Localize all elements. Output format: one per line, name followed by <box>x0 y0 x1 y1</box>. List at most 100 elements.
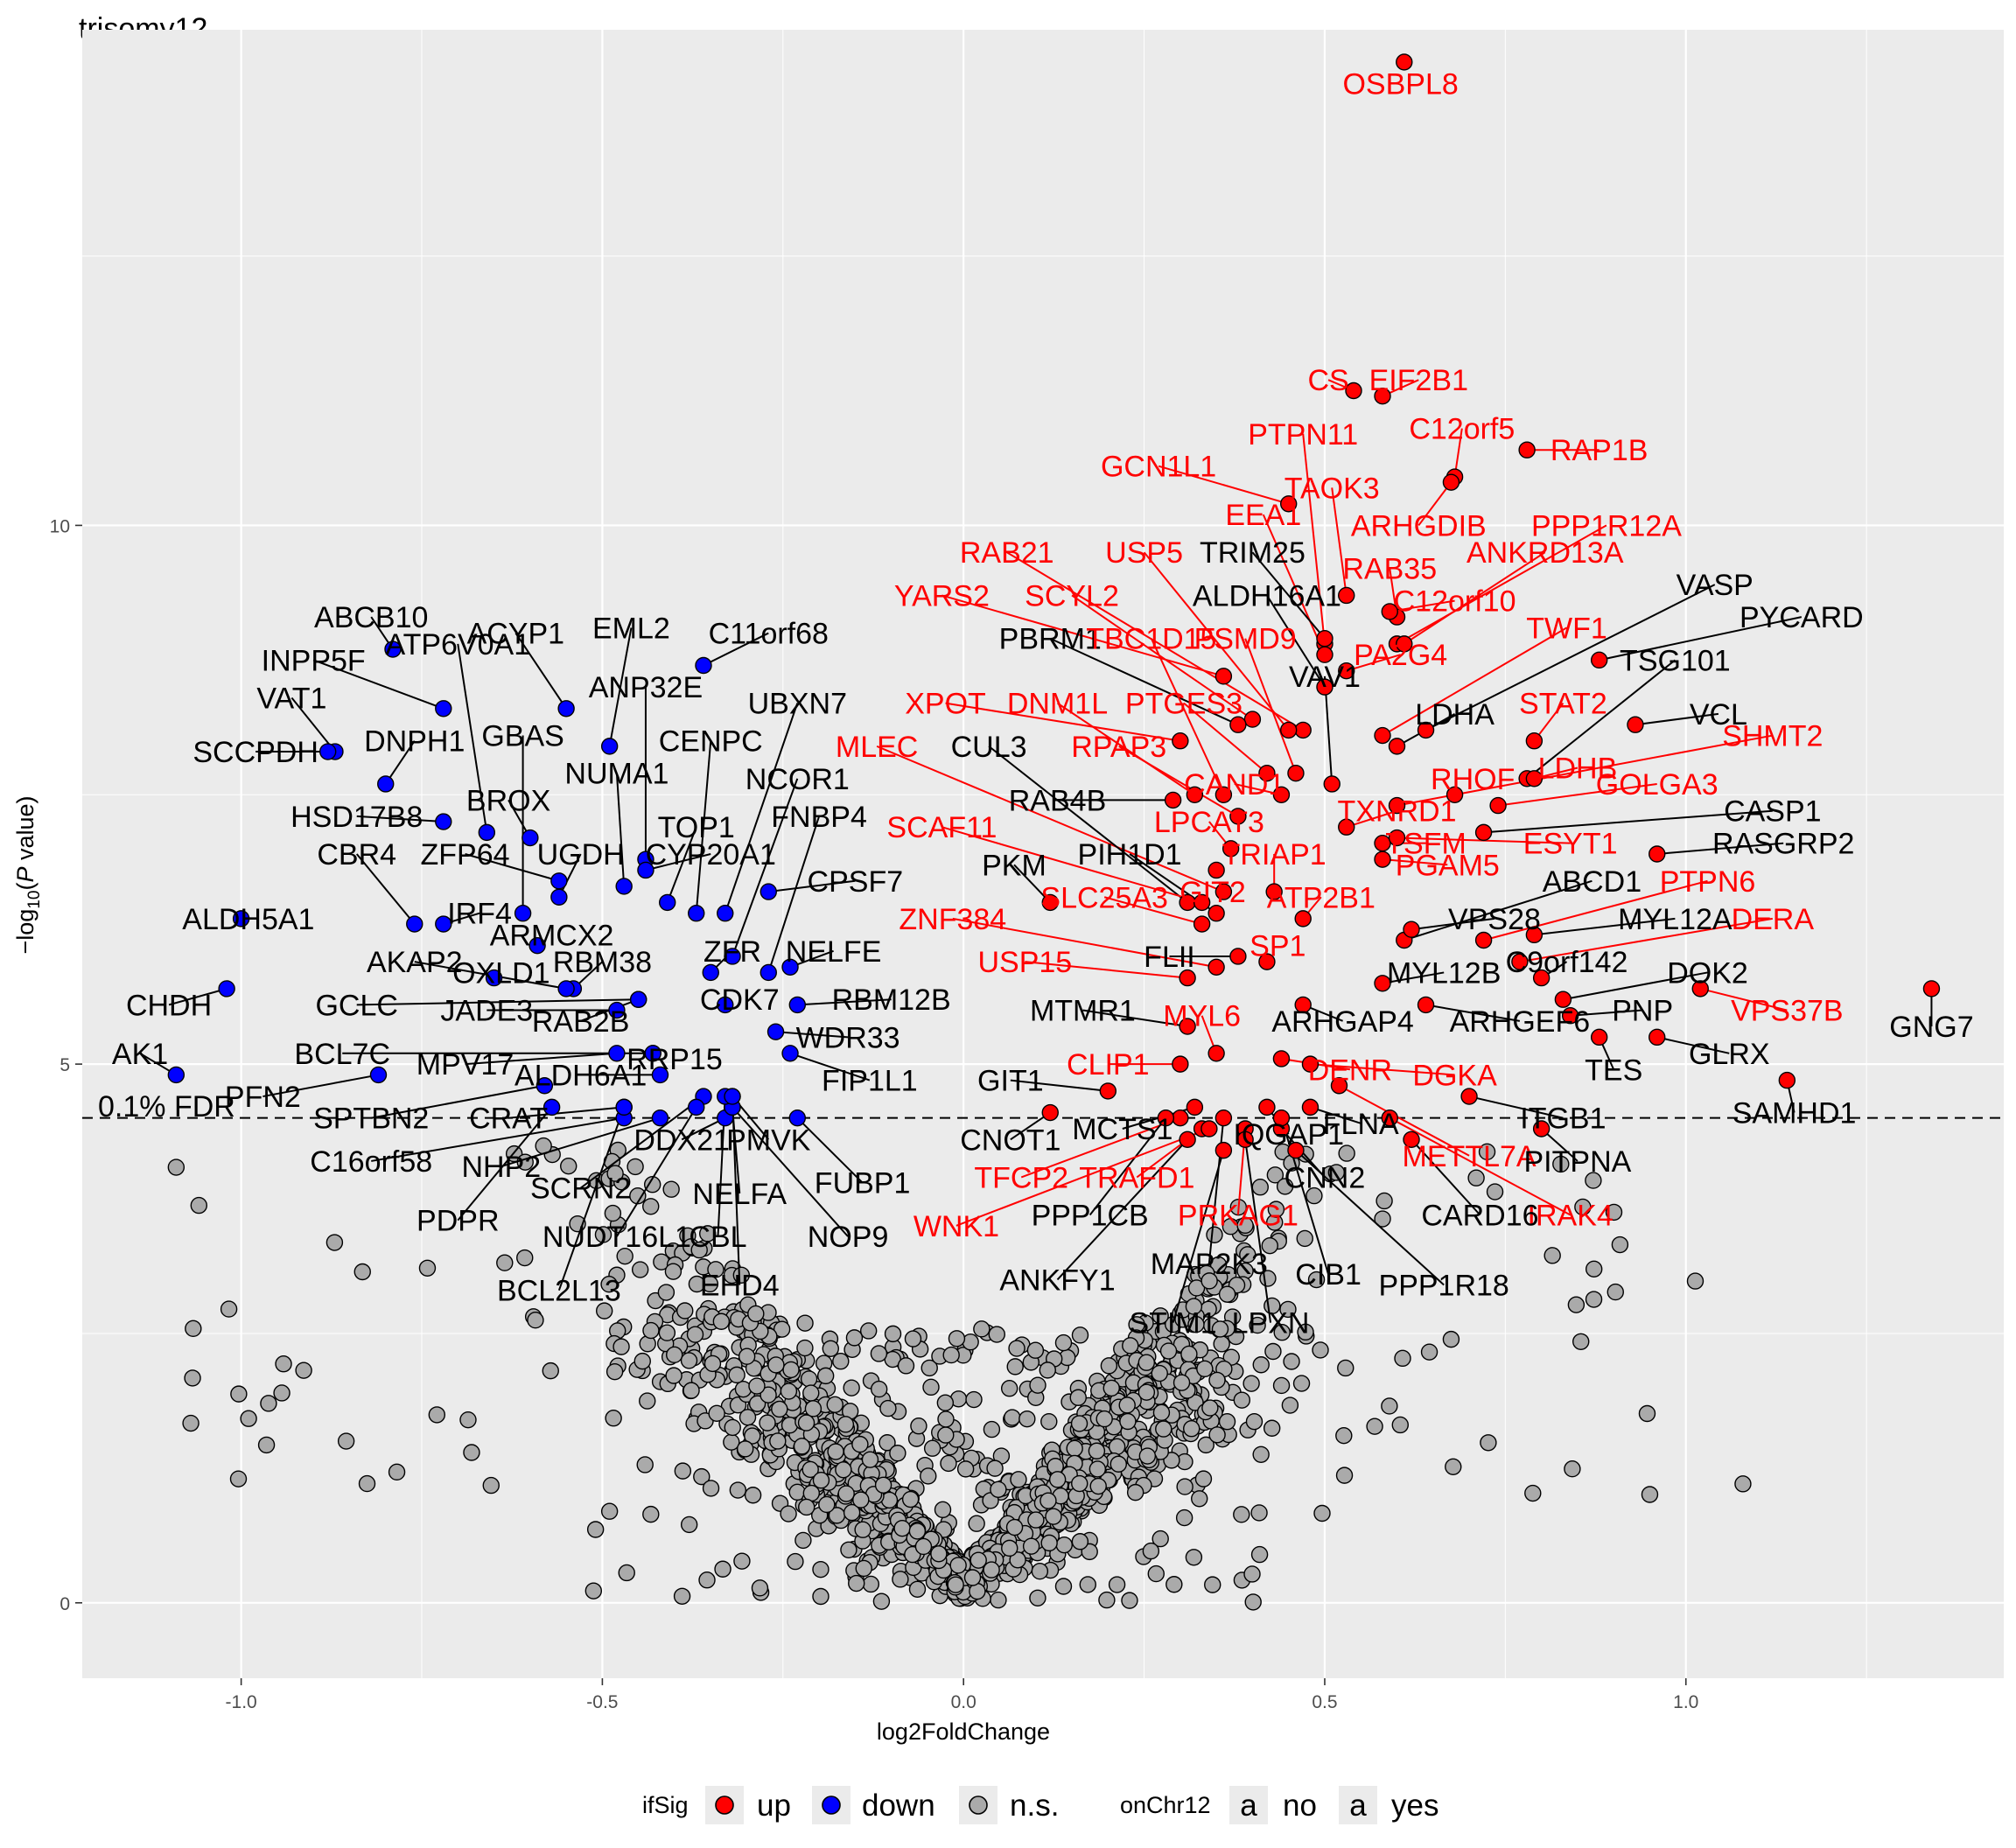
leader-line <box>1010 1079 1109 1092</box>
label-map2k3: MAP2K3 <box>1151 1248 1268 1281</box>
ns-point <box>1176 1478 1194 1495</box>
ns-point <box>1071 1474 1088 1493</box>
leader-line <box>1150 638 1225 795</box>
point-pgam5 <box>1374 850 1391 868</box>
ns-point <box>527 1311 544 1329</box>
point-cdk7 <box>717 996 734 1014</box>
label-fip1l1: FIP1L1 <box>822 1065 918 1098</box>
ns-point <box>1187 1279 1206 1297</box>
ns-point <box>1605 1203 1623 1222</box>
point-pkm <box>1041 893 1059 912</box>
ns-point <box>1374 1210 1391 1228</box>
point-cand1 <box>1272 786 1291 803</box>
leader-line <box>1310 1106 1362 1124</box>
point-rab21 <box>1294 721 1312 739</box>
ns-point <box>874 1476 892 1494</box>
ns-point <box>937 1426 955 1444</box>
leader-line <box>1183 702 1268 774</box>
ns-point <box>1040 1412 1058 1431</box>
label-itgb1: ITGB1 <box>1520 1102 1606 1136</box>
point-pbrm1 <box>1229 716 1247 733</box>
label-hsd17b8: HSD17B8 <box>290 801 423 834</box>
ns-point <box>832 1353 850 1370</box>
leader-line <box>356 815 444 823</box>
ns-point <box>1233 1391 1251 1409</box>
label-nelfa: NELFA <box>692 1178 787 1211</box>
ns-point <box>1218 1413 1236 1431</box>
ns-point <box>1306 1186 1323 1205</box>
ns-point <box>1249 1316 1266 1334</box>
leader-line <box>1599 616 1802 662</box>
leader-line <box>1302 433 1326 644</box>
label-glrx: GLRX <box>1689 1038 1770 1071</box>
ns-point <box>1185 1549 1203 1566</box>
x-tick-label: 1.0 <box>1673 1692 1698 1712</box>
ns-point <box>714 1560 732 1578</box>
label-tes: TES <box>1585 1054 1642 1087</box>
ns-point <box>1264 1342 1282 1361</box>
label-rhof: RHOF <box>1431 763 1515 796</box>
label-vps37b: VPS37B <box>1731 995 1844 1028</box>
ns-point <box>759 1414 776 1432</box>
point-wnk1 <box>1200 1120 1218 1138</box>
leader-line <box>1346 809 1397 829</box>
ns-point <box>1273 1324 1291 1341</box>
label-top1: TOP1 <box>658 811 735 844</box>
label-xpot: XPOT <box>905 688 986 721</box>
ns-point <box>1734 1475 1752 1493</box>
point-vav1 <box>1323 775 1340 793</box>
point-pih1d1 <box>1208 905 1225 922</box>
ns-point <box>1040 1492 1057 1509</box>
point-znf384 <box>1208 958 1225 976</box>
y-tick-label: 5 <box>60 1055 70 1075</box>
ns-point <box>1337 1359 1354 1377</box>
point-mcts1 <box>1186 1098 1204 1116</box>
point-scyl2 <box>1243 710 1262 728</box>
leader-line <box>945 702 1181 742</box>
point-gcn1l1 <box>1279 495 1298 513</box>
label-ldha: LDHA <box>1415 698 1494 732</box>
ns-point <box>845 1329 864 1347</box>
ns-point <box>1445 1458 1462 1476</box>
ns-point <box>1008 1340 1026 1357</box>
ns-point <box>708 1404 725 1423</box>
label-chdh: CHDH <box>126 989 212 1022</box>
ns-point <box>1263 1419 1281 1437</box>
label-cnn2: CNN2 <box>1284 1161 1366 1194</box>
point-denr <box>1272 1050 1291 1068</box>
label-pfn2: PFN2 <box>225 1081 301 1114</box>
point-arhgef6 <box>1417 996 1435 1014</box>
label-wnk1: WNK1 <box>914 1210 999 1243</box>
ns-point <box>1089 1477 1107 1495</box>
leader-line <box>1396 524 1607 645</box>
ns-point <box>1208 1371 1226 1390</box>
label-sp1: SP1 <box>1250 930 1306 963</box>
leader-line <box>1570 1009 1643 1017</box>
leader-line <box>1280 1117 1330 1275</box>
point-cpsf7 <box>760 883 777 900</box>
label-fubp1: FUBP1 <box>815 1167 911 1200</box>
ns-point <box>662 1180 680 1198</box>
label-eml2: EML2 <box>592 612 670 645</box>
point-casp1 <box>1474 823 1493 842</box>
y-axis-title-sub: 10 <box>25 891 44 909</box>
leader-line <box>1404 551 1546 645</box>
ns-point <box>273 1384 290 1402</box>
leader-line <box>465 853 560 882</box>
point-nudt16l1 <box>688 1098 705 1116</box>
label-lpcat3: LPCAT3 <box>1154 806 1264 839</box>
point-rrp15 <box>644 1045 662 1062</box>
ns-point <box>712 1312 731 1330</box>
label-shmt2: SHMT2 <box>1722 720 1823 753</box>
ns-point <box>1009 1551 1026 1569</box>
label-arhgef6: ARHGEF6 <box>1450 1005 1591 1039</box>
label-pdpr: PDPR <box>416 1205 499 1238</box>
label-scyl2: SCYL2 <box>1025 579 1119 612</box>
y-axis-title-main: −log <box>12 909 38 955</box>
ns-point <box>934 1501 952 1519</box>
leader-line <box>1082 1009 1188 1028</box>
point-itgb1 <box>1460 1088 1478 1105</box>
point-samhd1 <box>1778 1071 1796 1089</box>
label-stat2: STAT2 <box>1519 688 1607 721</box>
label-rbm12b: RBM12B <box>832 984 951 1017</box>
